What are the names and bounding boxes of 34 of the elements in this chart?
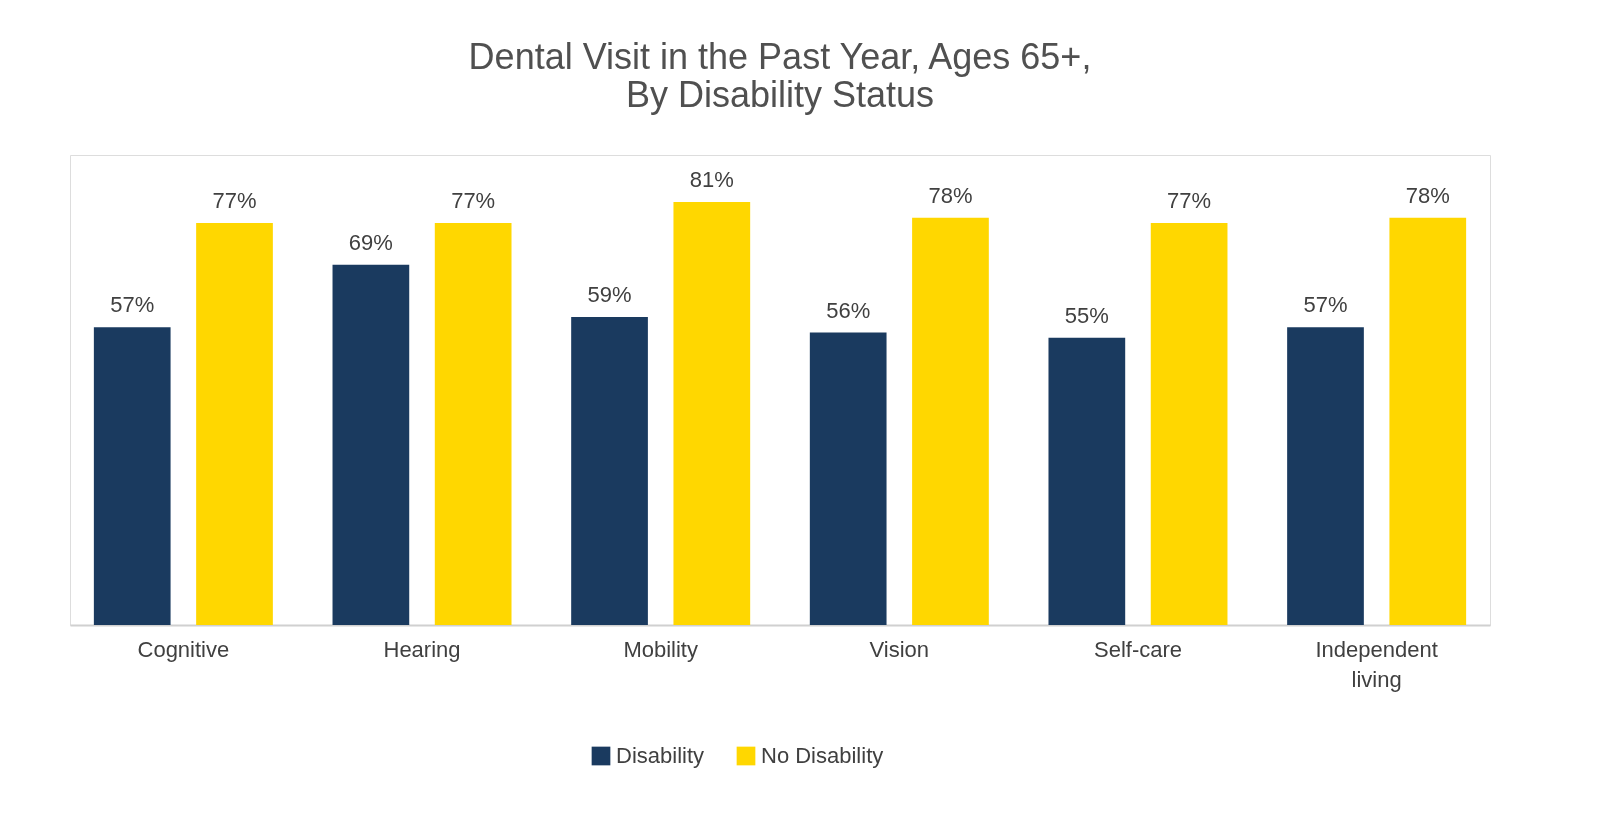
bar (809, 332, 887, 625)
bar (912, 217, 989, 625)
bar (571, 316, 648, 625)
bar (1287, 327, 1364, 625)
x-tick-label: Independent living (1315, 636, 1438, 692)
data-label: 78% (928, 182, 973, 208)
bar (673, 202, 751, 625)
data-label: 81% (689, 167, 734, 192)
data-label: 69% (348, 229, 393, 255)
data-label: 56% (826, 297, 871, 323)
data-label: 77% (1167, 187, 1212, 213)
bar (434, 222, 512, 625)
x-tick-label: Self-care (1093, 636, 1183, 662)
data-label: 78% (1405, 182, 1450, 208)
bar (1048, 337, 1126, 625)
x-tick-label: Hearing (383, 636, 461, 662)
bar (1389, 217, 1467, 625)
text: Dental Visit in the Past Year, Ages 65+, (468, 36, 1092, 77)
bar (1150, 222, 1228, 625)
data-label: 57% (1303, 292, 1348, 318)
data-label: 77% (212, 187, 257, 213)
bar (332, 264, 410, 625)
bar (93, 327, 171, 625)
data-label: 57% (110, 292, 155, 318)
x-tick-label: Mobility (623, 636, 698, 662)
x-tick-label: Vision (869, 636, 930, 662)
data-label: 59% (587, 281, 632, 307)
data-label: 77% (451, 187, 496, 213)
legend-label: No Disability (761, 743, 884, 768)
x-tick-label: Cognitive (137, 636, 230, 662)
legend-label: Disability (616, 743, 705, 768)
bar (196, 222, 273, 625)
text: By Disability Status (625, 74, 935, 115)
data-label: 55% (1064, 302, 1109, 328)
